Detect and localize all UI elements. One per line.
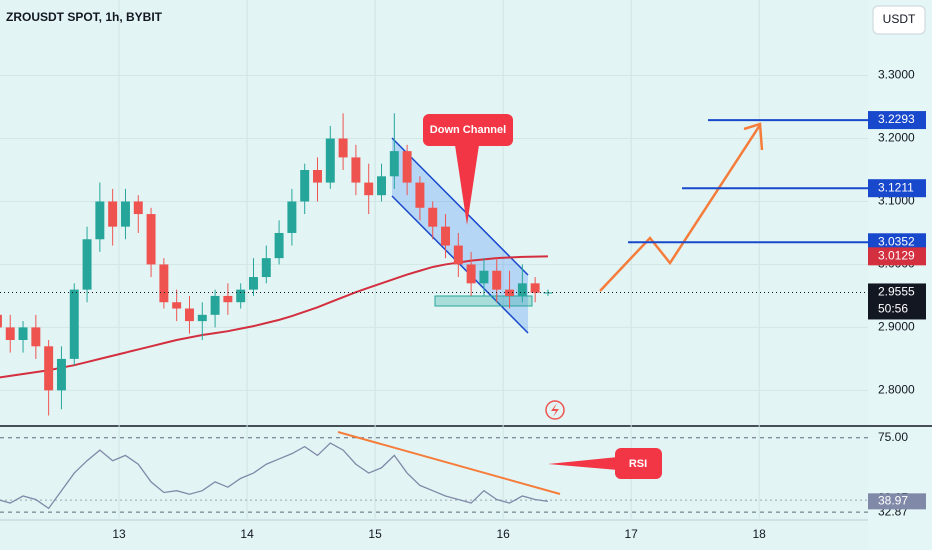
candle-body xyxy=(133,201,143,215)
price-label: 3.0352 xyxy=(878,234,915,248)
price-label-box xyxy=(868,179,926,198)
candle-body xyxy=(313,170,322,183)
candle-body xyxy=(453,245,463,265)
callout-pointer xyxy=(455,145,479,225)
candle-body xyxy=(120,201,130,227)
ma-label-box xyxy=(868,247,926,266)
x-tick-label: 15 xyxy=(368,527,382,541)
candle-body xyxy=(287,201,297,233)
candle-body xyxy=(530,283,540,293)
candle-body xyxy=(415,182,425,208)
candle-body xyxy=(389,151,399,177)
chart-title: ZROUSDT SPOT, 1h, BYBIT xyxy=(6,10,163,24)
projection-path xyxy=(599,124,762,292)
candle-body xyxy=(479,270,489,284)
candle-body xyxy=(210,295,220,315)
candle-body xyxy=(82,239,92,290)
candle-body xyxy=(172,302,182,309)
rsi-callout-pointer xyxy=(548,457,618,470)
candle-body xyxy=(543,292,553,294)
candle-body xyxy=(5,327,15,340)
rsi-trendline xyxy=(337,431,561,495)
candle-body xyxy=(56,358,66,391)
candles xyxy=(0,113,553,416)
candle-body xyxy=(274,232,284,259)
x-tick-label: 18 xyxy=(753,527,767,541)
x-tick-label: 16 xyxy=(496,527,510,541)
candle-body xyxy=(146,214,156,265)
candle-body xyxy=(492,270,502,290)
candle-body xyxy=(223,295,233,303)
projection-arrowhead xyxy=(743,122,764,151)
candle-body xyxy=(44,346,54,391)
channel-lower xyxy=(391,195,529,334)
alert-icon xyxy=(545,400,565,420)
price-label: 3.2293 xyxy=(878,112,915,126)
currency-button[interactable] xyxy=(872,5,926,35)
candle-body xyxy=(159,264,169,303)
y-tick-label: 2.8000 xyxy=(878,383,915,397)
price-axis xyxy=(868,0,932,550)
candle-body xyxy=(261,258,271,278)
candle-body xyxy=(428,207,438,227)
x-tick-label: 17 xyxy=(624,527,638,541)
rsi-value-box xyxy=(868,493,926,510)
candle-body xyxy=(31,327,41,347)
rsi-callout-text: RSI xyxy=(629,458,647,470)
rsi xyxy=(0,442,549,510)
candle-body xyxy=(0,314,2,328)
candle-body xyxy=(441,226,451,246)
rsi-line xyxy=(0,442,549,510)
candle-body xyxy=(95,201,105,240)
candle-body xyxy=(505,289,515,296)
ma-label: 3.0129 xyxy=(878,248,915,262)
candle-body xyxy=(338,138,348,158)
callout-box xyxy=(423,114,513,146)
x-tick-label: 13 xyxy=(112,527,126,541)
alert-bolt xyxy=(551,403,559,417)
candle-body xyxy=(18,327,28,340)
candle-body xyxy=(69,289,79,359)
candle-body xyxy=(197,314,207,322)
x-tick-label: 14 xyxy=(240,527,254,541)
candle-body xyxy=(249,277,258,290)
y-tick-label: 3.3000 xyxy=(878,68,915,82)
currency-label: USDT xyxy=(883,12,916,26)
last-price-box xyxy=(868,283,926,320)
price-label-box xyxy=(868,111,926,130)
candle-body xyxy=(377,176,386,196)
candle-body xyxy=(402,151,412,183)
candle-body xyxy=(108,201,118,227)
candle-body xyxy=(466,264,476,284)
rsi-callout-box xyxy=(615,448,662,479)
channel-upper xyxy=(391,137,529,276)
callout-text: Down Channel xyxy=(430,124,506,136)
countdown-label: 50:56 xyxy=(878,302,908,316)
y-tick-label: 2.9000 xyxy=(878,320,915,334)
candle-body xyxy=(236,289,246,303)
price-label: 3.1211 xyxy=(878,180,914,194)
candle-body xyxy=(184,308,194,322)
rsi-tick-label: 75.00 xyxy=(878,430,908,444)
zone-box xyxy=(434,295,533,307)
last-price-label: 2.9555 xyxy=(878,285,915,299)
candle-body xyxy=(364,182,374,196)
candle-body xyxy=(517,283,527,296)
rsi-value-label: 38.97 xyxy=(878,494,908,508)
candle-body xyxy=(351,157,361,183)
candle-body xyxy=(300,170,310,202)
y-tick-label: 3.2000 xyxy=(878,131,915,145)
price-label-box xyxy=(868,233,926,252)
candle-body xyxy=(325,138,335,183)
